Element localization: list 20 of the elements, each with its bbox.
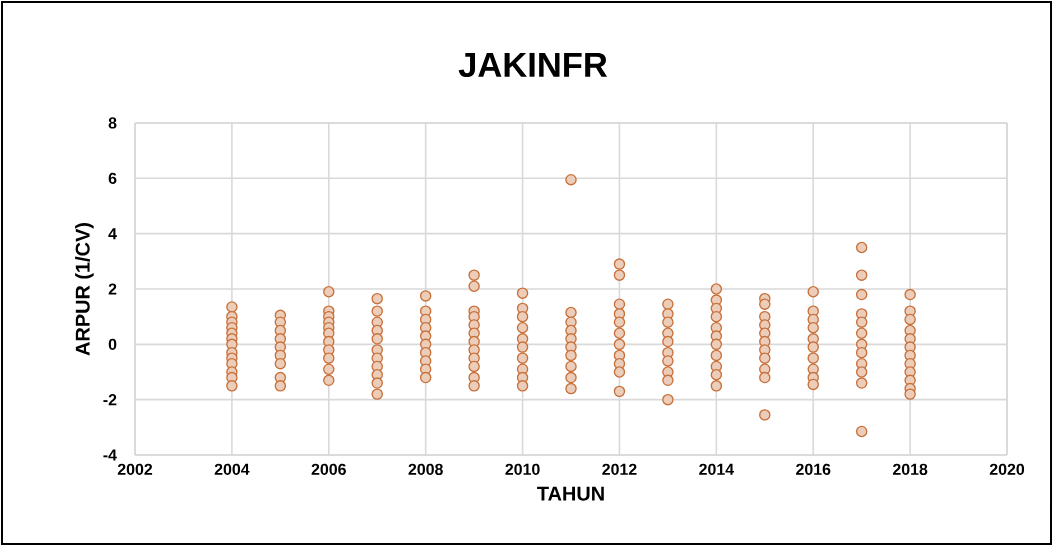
y-tick-label: 6 — [108, 172, 117, 184]
y-tick-label: 2 — [108, 283, 117, 295]
y-tick-label: 8 — [108, 117, 117, 129]
x-tick-label: 2016 — [796, 463, 831, 475]
x-tick-label: 2018 — [892, 463, 928, 475]
y-tick-label: 0 — [108, 338, 117, 350]
y-axis-title: ARPUR (1/CV) — [75, 223, 94, 356]
y-tick-label: -4 — [103, 449, 117, 461]
x-tick-label: 2010 — [505, 463, 540, 475]
x-tick-label: 2006 — [311, 463, 346, 475]
x-tick-label: 2014 — [699, 463, 734, 475]
x-tick-label: 2020 — [989, 463, 1025, 475]
y-tick-label: 4 — [108, 228, 117, 240]
x-tick-label: 2008 — [408, 463, 443, 475]
y-tick-label: -2 — [103, 394, 117, 406]
chart-title: JAKINFR — [458, 52, 608, 78]
x-tick-label: 2012 — [602, 463, 637, 475]
x-axis-title: TAHUN — [537, 486, 604, 501]
x-tick-label: 2004 — [214, 463, 250, 475]
x-tick-label: 2002 — [117, 463, 153, 475]
